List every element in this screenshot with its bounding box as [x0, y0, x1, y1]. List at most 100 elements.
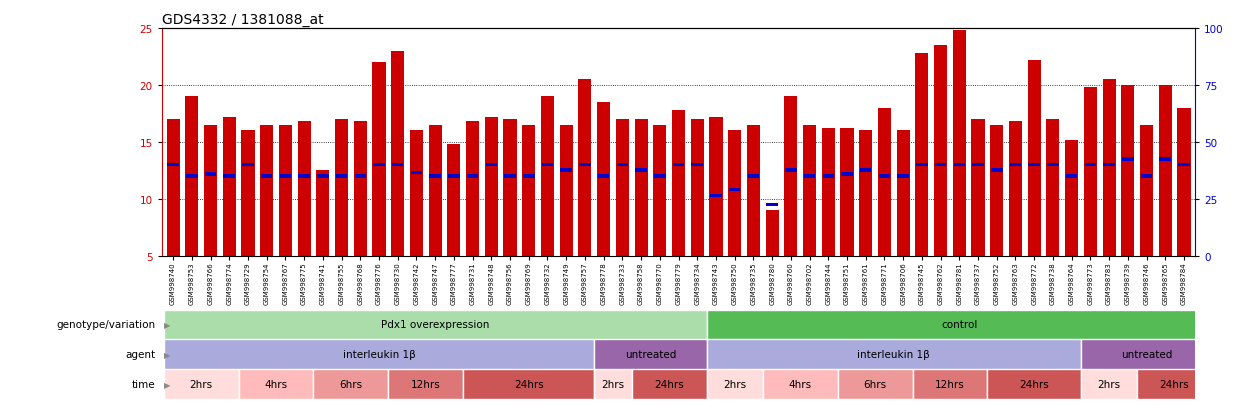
Bar: [317, 175, 329, 178]
Bar: [560, 169, 571, 173]
Text: interleukin 1β: interleukin 1β: [342, 349, 416, 359]
Text: 2hrs: 2hrs: [601, 379, 625, 389]
Bar: [1122, 158, 1134, 161]
Bar: [952, 31, 966, 256]
Bar: [540, 97, 554, 256]
Bar: [991, 169, 1002, 173]
Bar: [164, 369, 239, 399]
Bar: [242, 131, 254, 256]
Text: GDS4332 / 1381088_at: GDS4332 / 1381088_at: [162, 12, 324, 26]
Bar: [391, 52, 405, 256]
Bar: [913, 369, 987, 399]
Bar: [484, 117, 498, 256]
Bar: [223, 117, 235, 256]
Bar: [279, 126, 293, 256]
Bar: [635, 169, 647, 173]
Bar: [298, 122, 311, 256]
Bar: [223, 175, 235, 178]
Bar: [164, 310, 707, 339]
Bar: [355, 175, 366, 178]
Bar: [898, 175, 909, 178]
Bar: [635, 120, 647, 256]
Bar: [1010, 164, 1021, 167]
Text: 24hrs: 24hrs: [1020, 379, 1050, 389]
Bar: [239, 369, 314, 399]
Bar: [467, 175, 478, 178]
Bar: [204, 126, 217, 256]
Bar: [1159, 86, 1172, 256]
Bar: [1027, 61, 1041, 256]
Bar: [374, 164, 385, 167]
Bar: [1047, 164, 1058, 167]
Bar: [167, 164, 179, 167]
Bar: [411, 171, 422, 175]
Bar: [1046, 120, 1059, 256]
Bar: [879, 175, 890, 178]
Bar: [316, 171, 330, 256]
Bar: [448, 175, 459, 178]
Bar: [598, 175, 609, 178]
Bar: [186, 97, 198, 256]
Text: untreated: untreated: [625, 349, 676, 359]
Bar: [542, 164, 553, 167]
Bar: [1178, 164, 1190, 167]
Bar: [1066, 175, 1077, 178]
Bar: [784, 97, 797, 256]
Bar: [691, 164, 703, 167]
Bar: [463, 369, 594, 399]
Bar: [243, 164, 254, 167]
Bar: [392, 164, 403, 167]
Text: 2hrs: 2hrs: [1098, 379, 1120, 389]
Bar: [1008, 122, 1022, 256]
Bar: [691, 120, 703, 256]
Text: genotype/variation: genotype/variation: [56, 320, 156, 330]
Bar: [410, 131, 423, 256]
Bar: [430, 175, 441, 178]
Bar: [1081, 369, 1137, 399]
Bar: [916, 164, 928, 167]
Bar: [335, 120, 349, 256]
Bar: [838, 369, 913, 399]
Bar: [1140, 175, 1153, 178]
Bar: [504, 175, 515, 178]
Text: ▶: ▶: [164, 350, 171, 359]
Bar: [1064, 140, 1078, 256]
Bar: [987, 369, 1081, 399]
Bar: [654, 126, 666, 256]
Text: 24hrs: 24hrs: [1160, 379, 1189, 389]
Bar: [707, 369, 763, 399]
Bar: [990, 126, 1003, 256]
Bar: [447, 145, 461, 256]
Bar: [372, 63, 386, 256]
Bar: [616, 164, 629, 167]
Bar: [1103, 80, 1116, 256]
Bar: [314, 369, 388, 399]
Text: time: time: [132, 379, 156, 389]
Bar: [280, 175, 291, 178]
Bar: [728, 131, 741, 256]
Bar: [616, 120, 629, 256]
Text: agent: agent: [126, 349, 156, 359]
Text: 6hrs: 6hrs: [864, 379, 886, 389]
Bar: [1084, 88, 1097, 256]
Bar: [954, 164, 965, 167]
Text: 24hrs: 24hrs: [514, 379, 544, 389]
Bar: [878, 109, 891, 256]
Bar: [1081, 339, 1213, 369]
Bar: [822, 129, 835, 256]
Bar: [260, 126, 273, 256]
Text: 6hrs: 6hrs: [340, 379, 362, 389]
Bar: [1103, 164, 1114, 167]
Bar: [672, 164, 685, 167]
Bar: [1122, 86, 1134, 256]
Bar: [522, 126, 535, 256]
Bar: [747, 126, 759, 256]
Bar: [560, 126, 573, 256]
Text: 2hrs: 2hrs: [723, 379, 746, 389]
Text: ▶: ▶: [164, 320, 171, 329]
Text: 4hrs: 4hrs: [264, 379, 288, 389]
Bar: [428, 126, 442, 256]
Bar: [631, 369, 707, 399]
Bar: [707, 339, 1081, 369]
Text: 24hrs: 24hrs: [655, 379, 684, 389]
